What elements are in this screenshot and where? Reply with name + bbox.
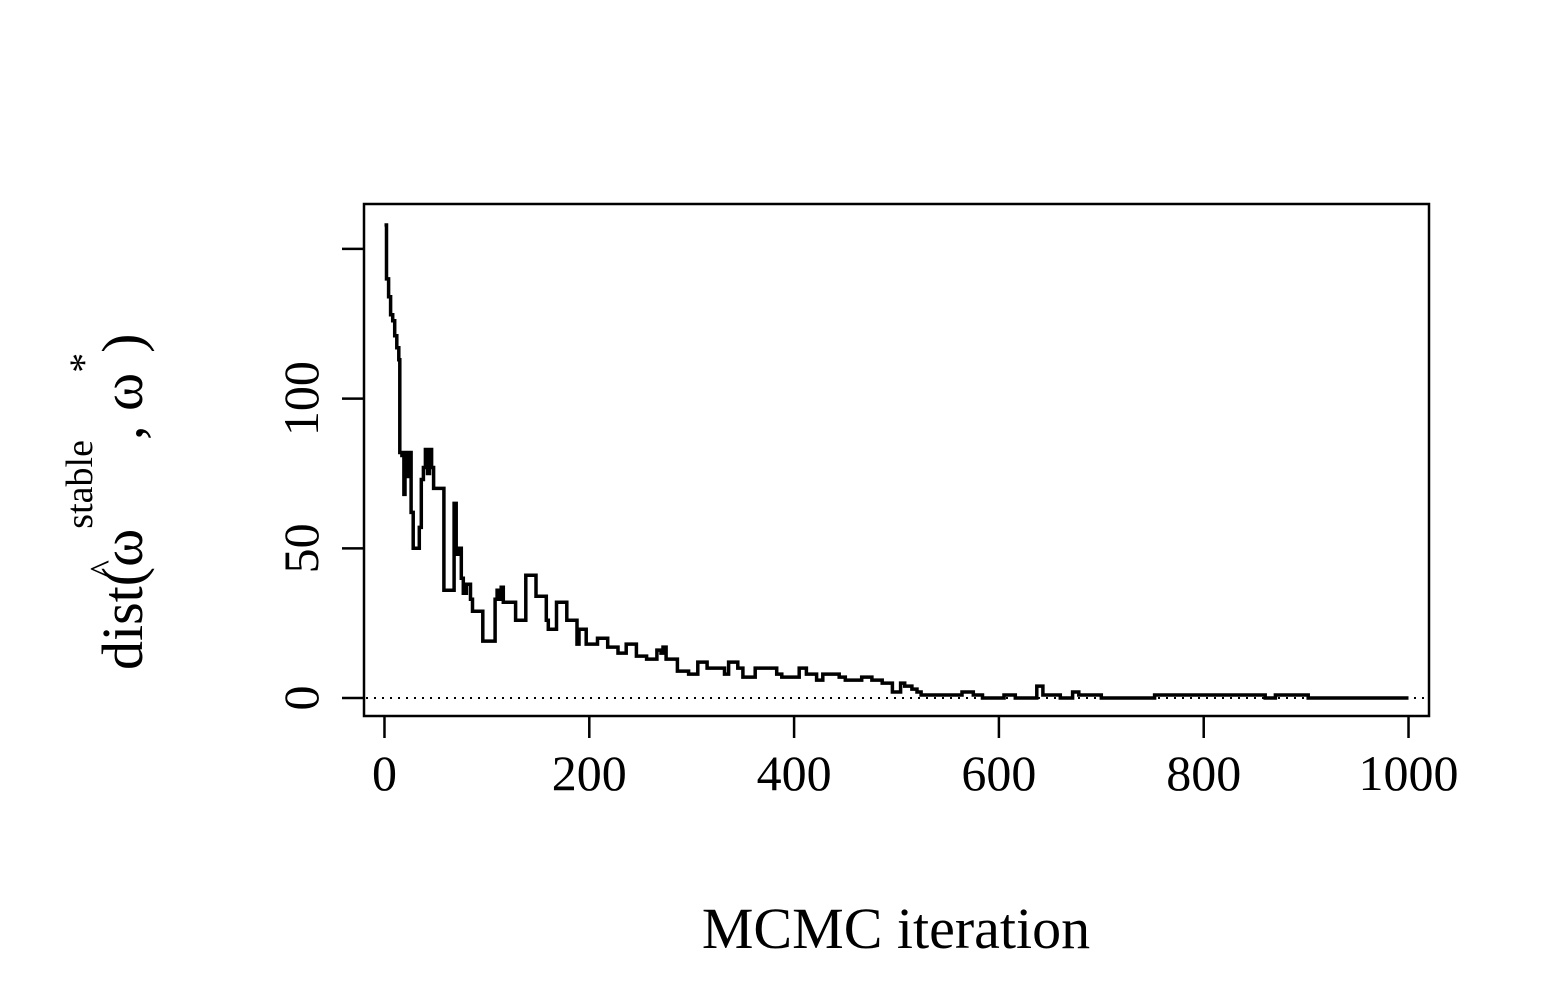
y-axis-title-superscript: stable bbox=[59, 440, 101, 529]
series-line bbox=[384, 223, 1409, 700]
y-axis-title-omega2: ω bbox=[90, 373, 155, 411]
y-tick-label: 100 bbox=[273, 361, 329, 436]
y-axis: 0 50 100 bbox=[273, 247, 364, 711]
y-axis-title: dist(ωstable, ω*) ^ bbox=[59, 334, 155, 670]
x-tick-label: 600 bbox=[961, 745, 1036, 801]
x-tick-label: 0 bbox=[372, 745, 397, 801]
y-axis-title-star: * bbox=[61, 353, 106, 373]
y-tick-label: 0 bbox=[273, 686, 329, 711]
x-tick-label: 200 bbox=[552, 745, 627, 801]
x-axis-title: MCMC iteration bbox=[702, 896, 1090, 961]
y-axis-title-omega: ω bbox=[90, 529, 155, 567]
plot-frame bbox=[362, 202, 1431, 718]
x-axis: 0 200 400 600 800 1000 bbox=[372, 716, 1459, 801]
svg-text:dist(ωstable, ω*): dist(ωstable, ω*) bbox=[59, 334, 155, 670]
y-axis-title-suffix: ) bbox=[90, 334, 155, 353]
x-tick-label: 800 bbox=[1166, 745, 1241, 801]
x-tick-label: 400 bbox=[757, 745, 832, 801]
y-axis-title-separator: , bbox=[90, 411, 155, 440]
y-axis-title-prefix: dist( bbox=[90, 567, 155, 670]
y-axis-title-hat: ^ bbox=[83, 560, 125, 578]
y-tick-label: 50 bbox=[273, 523, 329, 573]
x-tick-label: 1000 bbox=[1359, 745, 1459, 801]
